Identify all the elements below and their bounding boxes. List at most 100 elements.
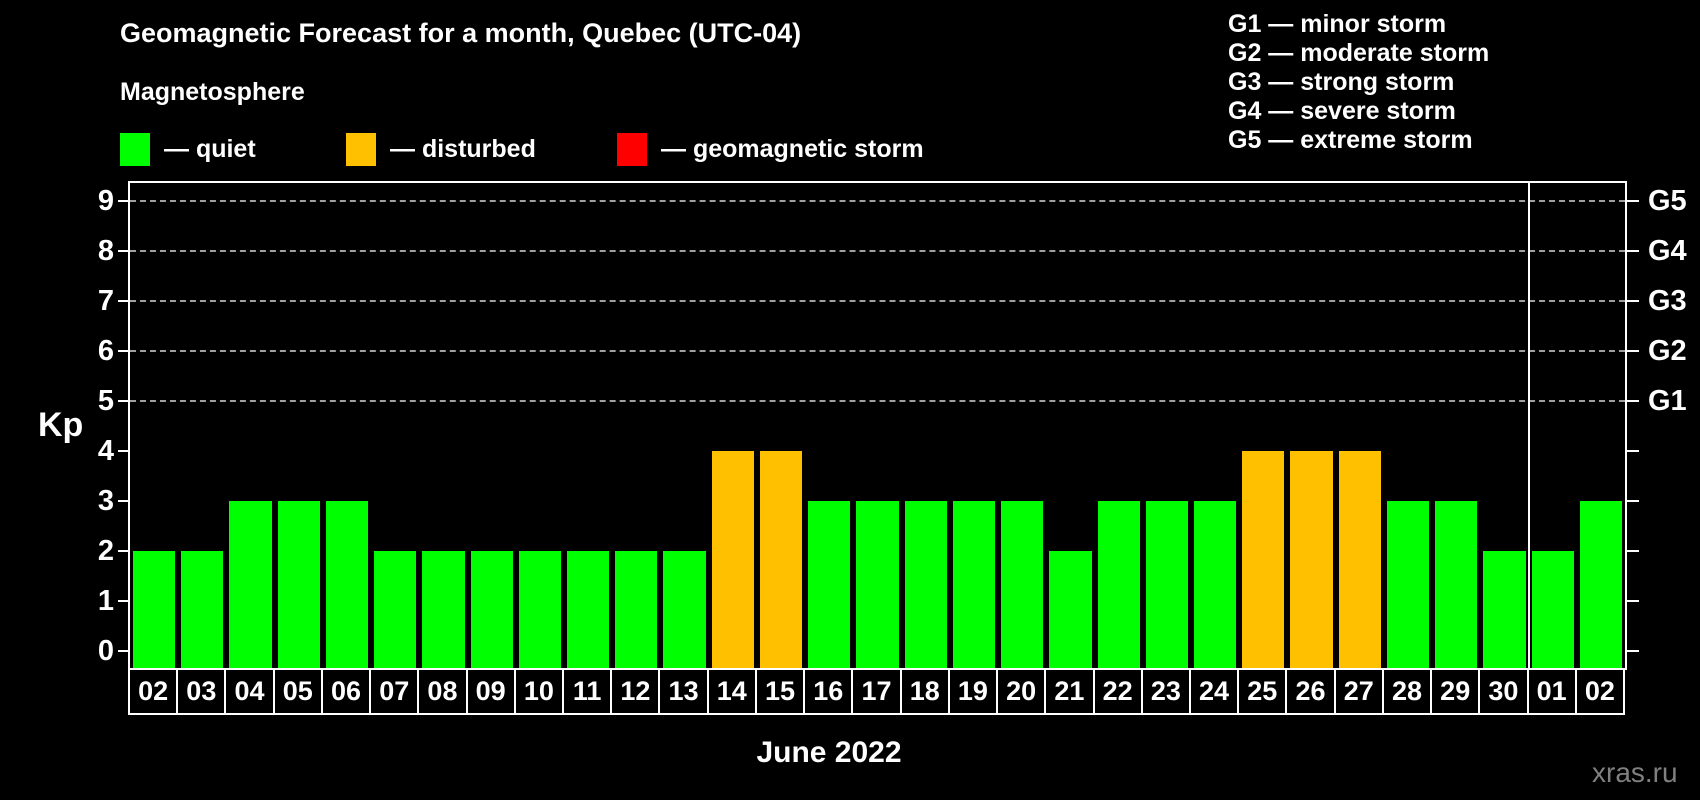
day-cell-12: 14 — [706, 668, 757, 715]
y-right-tick-7 — [1627, 300, 1639, 302]
g-legend-line-5: G5 — extreme storm — [1228, 126, 1473, 154]
y-left-tick-label-1: 1 — [97, 585, 114, 617]
gridline-kp9 — [130, 200, 1625, 202]
bar-day-13 — [663, 551, 706, 668]
y-left-tick-0 — [118, 650, 130, 652]
day-cell-15: 17 — [851, 668, 902, 715]
day-cell-5: 07 — [369, 668, 420, 715]
day-cell-26: 28 — [1381, 668, 1433, 715]
bar-day-16 — [808, 501, 851, 668]
day-cell-9: 11 — [562, 668, 613, 715]
bar-day-29 — [1435, 501, 1478, 668]
y-left-tick-1 — [118, 600, 130, 602]
y-left-tick-label-7: 7 — [97, 285, 114, 317]
y-right-tick-5 — [1627, 400, 1639, 402]
bar-day-24 — [1193, 501, 1237, 668]
y-right-tick-1 — [1627, 600, 1639, 602]
y-left-tick-6 — [118, 350, 130, 352]
y-right-tick-4 — [1627, 450, 1639, 452]
bar-day-26 — [1290, 451, 1333, 668]
bar-day-25 — [1242, 451, 1285, 668]
month-divider-line — [1527, 183, 1530, 668]
y-left-tick-label-3: 3 — [97, 485, 114, 517]
day-cell-10: 12 — [610, 668, 661, 715]
bar-day-23 — [1145, 501, 1188, 668]
bar-day-02 — [1579, 501, 1622, 668]
legend-swatch-quiet — [120, 133, 150, 166]
g-axis-label-G1: G1 — [1648, 385, 1687, 417]
legend-swatch-disturbed — [346, 133, 376, 166]
y-right-tick-3 — [1627, 500, 1639, 502]
bar-day-07 — [374, 551, 417, 668]
g-axis-label-G3: G3 — [1648, 285, 1687, 317]
y-right-tick-9 — [1627, 200, 1639, 202]
day-cell-29: 01 — [1526, 668, 1577, 715]
y-left-tick-3 — [118, 500, 130, 502]
bar-day-21 — [1049, 551, 1092, 668]
bar-day-09 — [470, 551, 513, 668]
bar-day-18 — [904, 501, 947, 668]
g-axis-label-G4: G4 — [1648, 235, 1687, 267]
y-left-tick-label-4: 4 — [97, 435, 114, 467]
gridline-kp7 — [130, 300, 1625, 302]
g-legend-line-2: G2 — moderate storm — [1228, 39, 1490, 67]
day-cell-1: 03 — [176, 668, 227, 715]
day-cell-28: 30 — [1478, 668, 1529, 715]
bar-day-05 — [277, 501, 320, 668]
bar-day-28 — [1386, 501, 1430, 668]
bar-day-20 — [1001, 501, 1044, 668]
day-cell-23: 25 — [1237, 668, 1288, 715]
gridline-kp5 — [130, 400, 1625, 402]
bar-day-02 — [133, 551, 176, 668]
y-axis-title: Kp — [38, 406, 84, 444]
day-cell-25: 27 — [1333, 668, 1384, 715]
y-left-tick-label-2: 2 — [97, 535, 114, 567]
legend-label: — quiet — [164, 135, 256, 163]
bar-day-06 — [325, 501, 369, 668]
bar-day-17 — [856, 501, 899, 668]
y-right-tick-8 — [1627, 250, 1639, 252]
day-cell-20: 22 — [1092, 668, 1143, 715]
gridline-kp8 — [130, 250, 1625, 252]
day-cell-17: 19 — [947, 668, 999, 715]
g-legend-line-3: G3 — strong storm — [1228, 68, 1455, 96]
bar-day-08 — [422, 551, 465, 668]
y-left-tick-label-6: 6 — [97, 335, 114, 367]
day-cell-13: 15 — [754, 668, 806, 715]
y-left-tick-4 — [118, 450, 130, 452]
day-cell-27: 29 — [1430, 668, 1481, 715]
day-cell-2: 04 — [224, 668, 275, 715]
day-cell-22: 24 — [1188, 668, 1240, 715]
chart-subtitle: Magnetosphere — [120, 78, 305, 106]
bar-day-27 — [1338, 451, 1381, 668]
y-left-tick-label-9: 9 — [97, 185, 114, 217]
y-left-tick-9 — [118, 200, 130, 202]
day-cell-24: 26 — [1285, 668, 1336, 715]
y-left-tick-2 — [118, 550, 130, 552]
y-left-tick-5 — [118, 400, 130, 402]
bar-day-04 — [229, 501, 272, 668]
bar-day-03 — [181, 551, 224, 668]
bar-day-15 — [759, 451, 803, 668]
bar-day-14 — [711, 451, 754, 668]
legend-item-disturbed: — disturbed — [346, 132, 536, 167]
y-right-tick-0 — [1627, 650, 1639, 652]
gridline-kp6 — [130, 350, 1625, 352]
day-cell-11: 13 — [658, 668, 709, 715]
y-right-tick-6 — [1627, 350, 1639, 352]
legend-item-geomagnetic-storm: — geomagnetic storm — [617, 132, 924, 167]
g-axis-label-G5: G5 — [1648, 185, 1687, 217]
y-left-tick-label-5: 5 — [97, 385, 114, 417]
bar-day-01 — [1531, 551, 1574, 668]
day-cell-6: 08 — [417, 668, 468, 715]
bar-day-10 — [518, 551, 562, 668]
x-axis-title: June 2022 — [756, 736, 902, 769]
day-cell-3: 05 — [272, 668, 323, 715]
legend-item-quiet: — quiet — [120, 132, 256, 167]
day-cell-0: 02 — [128, 668, 179, 715]
legend-label: — geomagnetic storm — [661, 135, 924, 163]
day-cell-4: 06 — [320, 668, 372, 715]
bar-day-30 — [1483, 551, 1526, 668]
g-legend-line-4: G4 — severe storm — [1228, 97, 1456, 125]
